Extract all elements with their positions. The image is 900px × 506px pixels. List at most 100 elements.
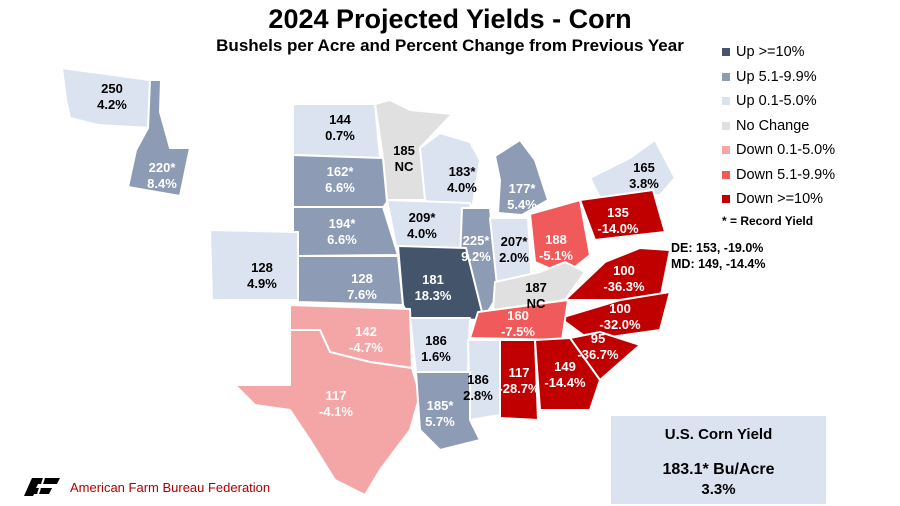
legend-swatch xyxy=(722,97,730,106)
legend-swatch xyxy=(722,195,730,204)
state-change-ms: 2.8% xyxy=(463,388,493,403)
map-subtitle: Bushels per Acre and Percent Change from… xyxy=(216,36,684,55)
state-change-wa: 4.2% xyxy=(97,97,127,112)
legend-swatch xyxy=(722,170,730,179)
state-change-id: 8.4% xyxy=(147,176,177,191)
legend-item: Down >=10% xyxy=(722,187,835,212)
fb-logo-icon xyxy=(24,477,60,496)
state-change-sd: 6.6% xyxy=(325,180,355,195)
state-yield-il: 225* xyxy=(463,233,491,248)
state-change-ks: 7.6% xyxy=(347,287,377,302)
state-yield-la: 185* xyxy=(427,398,455,413)
legend-item: Up >=10% xyxy=(722,40,835,65)
state-la xyxy=(415,371,481,451)
us-yield-change: 3.3% xyxy=(701,481,736,498)
state-change-oh: -5.1% xyxy=(539,248,573,263)
us-yield-summary: U.S. Corn Yield 183.1* Bu/Acre 3.3% xyxy=(611,416,826,504)
legend-item: Up 5.1-9.9% xyxy=(722,65,835,90)
legend-label: Down >=10% xyxy=(736,191,824,208)
state-change-al: -28.7% xyxy=(498,381,540,396)
legend-item: Up 0.1-5.0% xyxy=(722,89,835,114)
state-change-va: -36.3% xyxy=(603,279,645,294)
state-yield-sc: 95 xyxy=(591,331,605,346)
state-yield-tn: 160 xyxy=(507,308,529,323)
state-change-ny: 3.8% xyxy=(629,176,659,191)
state-yield-pa: 135 xyxy=(607,205,629,220)
state-yield-mo: 181 xyxy=(422,272,444,287)
legend-label: Up 5.1-9.9% xyxy=(736,68,817,85)
state-tx xyxy=(234,329,421,496)
state-ga xyxy=(534,337,601,411)
legend-item: Down 0.1-5.0% xyxy=(722,138,835,163)
legend-label: Up 0.1-5.0% xyxy=(736,93,817,110)
state-change-ky: NC xyxy=(527,296,546,311)
state-yield-in: 207* xyxy=(501,234,529,249)
state-yield-tx: 117 xyxy=(326,388,347,403)
state-mi xyxy=(494,139,549,216)
state-yield-oh: 188 xyxy=(545,232,567,247)
state-change-co: 4.9% xyxy=(247,276,277,291)
state-yield-ny: 165 xyxy=(633,160,655,175)
state-change-il: 9.2% xyxy=(461,249,491,264)
state-change-in: 2.0% xyxy=(499,250,529,265)
legend-label: Down 5.1-9.9% xyxy=(736,166,836,183)
legend-swatch xyxy=(722,146,730,155)
state-yield-mn: 185 xyxy=(393,143,415,158)
state-yield-co: 128 xyxy=(251,260,273,275)
legend-swatch xyxy=(722,121,730,130)
state-yield-wi: 183* xyxy=(449,164,477,179)
state-yield-ar: 186 xyxy=(425,333,447,348)
state-yield-ga: 149 xyxy=(554,359,576,374)
state-yield-ky: 187 xyxy=(525,280,547,295)
us-yield-value: 183.1* Bu/Acre xyxy=(662,461,775,478)
state-yield-ia: 209* xyxy=(409,210,437,225)
state-change-ar: 1.6% xyxy=(421,349,451,364)
state-change-mi: 5.4% xyxy=(507,197,537,212)
state-yield-ok: 142 xyxy=(355,324,377,339)
legend-label: Up >=10% xyxy=(736,44,805,61)
state-change-sc: -36.7% xyxy=(577,347,619,362)
legend-item: Down 5.1-9.9% xyxy=(722,163,835,188)
state-change-tx: -4.1% xyxy=(319,404,353,419)
state-yield-ms: 186 xyxy=(467,372,489,387)
state-change-ne: 6.6% xyxy=(327,232,357,247)
state-yield-ks: 128 xyxy=(351,271,373,286)
us-yield-title: U.S. Corn Yield xyxy=(664,426,773,443)
legend: Up >=10% Up 5.1-9.9% Up 0.1-5.0% No Change D… xyxy=(722,40,835,228)
legend-swatch xyxy=(722,72,730,81)
state-change-la: 5.7% xyxy=(425,414,455,429)
legend-item: No Change xyxy=(722,114,835,139)
state-yield-va: 100 xyxy=(613,263,635,278)
state-change-ia: 4.0% xyxy=(407,226,437,241)
state-change-nc: -32.0% xyxy=(599,317,641,332)
state-yield-nc: 100 xyxy=(609,301,631,316)
state-change-mo: 18.3% xyxy=(415,288,452,303)
state-id xyxy=(127,79,191,197)
legend-label: No Change xyxy=(736,117,810,134)
state-yield-wa: 250 xyxy=(101,81,123,96)
state-change-ok: -4.7% xyxy=(349,340,383,355)
state-change-pa: -14.0% xyxy=(597,221,639,236)
legend-label: Down 0.1-5.0% xyxy=(736,142,836,159)
map-title: 2024 Projected Yields - Corn xyxy=(268,4,632,34)
state-change-wi: 4.0% xyxy=(447,180,477,195)
md-note: MD: 149, -14.4% xyxy=(671,257,766,271)
state-oh xyxy=(529,199,591,276)
de-md-note: DE: 153, -19.0% MD: 149, -14.4% xyxy=(671,240,765,272)
state-yield-id: 220* xyxy=(149,160,177,175)
state-change-mn: NC xyxy=(395,159,414,174)
legend-swatch xyxy=(722,48,730,57)
legend-note: * = Record Yield xyxy=(722,213,814,228)
state-pa xyxy=(579,189,666,241)
state-yield-mi: 177* xyxy=(509,181,537,196)
state-yield-sd: 162* xyxy=(327,164,355,179)
state-yield-al: 117 xyxy=(509,365,530,380)
logo-text: American Farm Bureau Federation xyxy=(70,479,271,495)
state-change-tn: -7.5% xyxy=(501,324,535,339)
state-yield-nd: 144 xyxy=(329,112,351,127)
state-yield-ne: 194* xyxy=(329,216,357,231)
state-al xyxy=(499,339,539,421)
state-change-ga: -14.4% xyxy=(544,375,586,390)
afbf-logo: American Farm Bureau Federation xyxy=(22,476,270,498)
